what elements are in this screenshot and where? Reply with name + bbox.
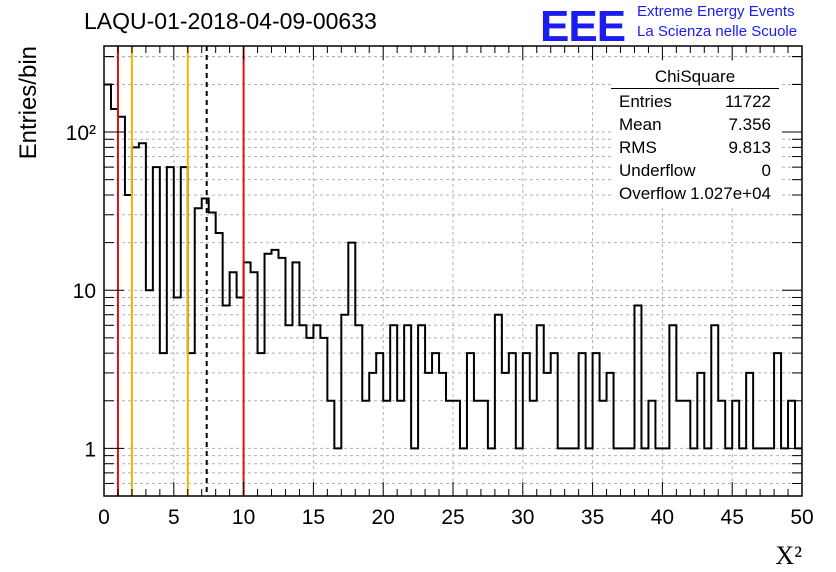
stats-divider — [611, 88, 779, 89]
x-tick-label: 0 — [98, 506, 110, 529]
stats-key: Mean — [619, 115, 662, 134]
stats-value: 9.813 — [728, 138, 771, 157]
x-tick-label: 25 — [441, 506, 464, 529]
x-tick-label: 15 — [302, 506, 325, 529]
x-tick-label: 20 — [372, 506, 395, 529]
stats-key: Entries — [619, 92, 672, 111]
y-tick-label: 1 — [84, 438, 96, 461]
logo-caption-line2: La Scienza nelle Scuole — [637, 23, 798, 40]
eee-logo: EEE — [540, 2, 626, 51]
stats-row-mean: Mean 7.356 — [619, 115, 779, 137]
y-tick-label: 10² — [66, 122, 96, 145]
stats-row-entries: Entries 11722 — [619, 92, 779, 114]
x-tick-label: 35 — [581, 506, 604, 529]
stats-value: 0 — [761, 161, 771, 180]
y-tick-label: 10 — [73, 280, 96, 303]
x-tick-label: 45 — [721, 506, 744, 529]
stats-value: 1.027e+04 — [690, 184, 771, 203]
stats-row-rms: RMS 9.813 — [619, 138, 779, 160]
stats-row-underflow: Underflow 0 — [619, 161, 779, 183]
stats-key: Underflow — [619, 161, 696, 180]
stats-box: ChiSquare Entries 11722 Mean 7.356 RMS 9… — [611, 63, 779, 207]
run-title: LAQU-01-2018-04-09-00633 — [84, 8, 377, 34]
y-axis-label: Entries/bin — [15, 46, 42, 159]
stats-row-overflow: Overflow 1.027e+04 — [619, 184, 779, 206]
x-tick-label: 40 — [651, 506, 674, 529]
stats-title: ChiSquare — [654, 67, 736, 86]
x-tick-label: 50 — [790, 506, 813, 529]
stats-value: 11722 — [724, 92, 771, 111]
x-tick-label: 5 — [168, 506, 180, 529]
logo-caption-line1: Extreme Energy Events — [637, 3, 795, 20]
stats-key: RMS — [619, 138, 657, 157]
x-tick-label: 30 — [511, 506, 534, 529]
stats-value: 7.356 — [728, 115, 771, 134]
histogram-series — [104, 83, 802, 450]
x-axis-label: X² — [775, 541, 802, 570]
x-tick-label: 10 — [232, 506, 255, 529]
stats-key: Overflow — [619, 184, 687, 203]
